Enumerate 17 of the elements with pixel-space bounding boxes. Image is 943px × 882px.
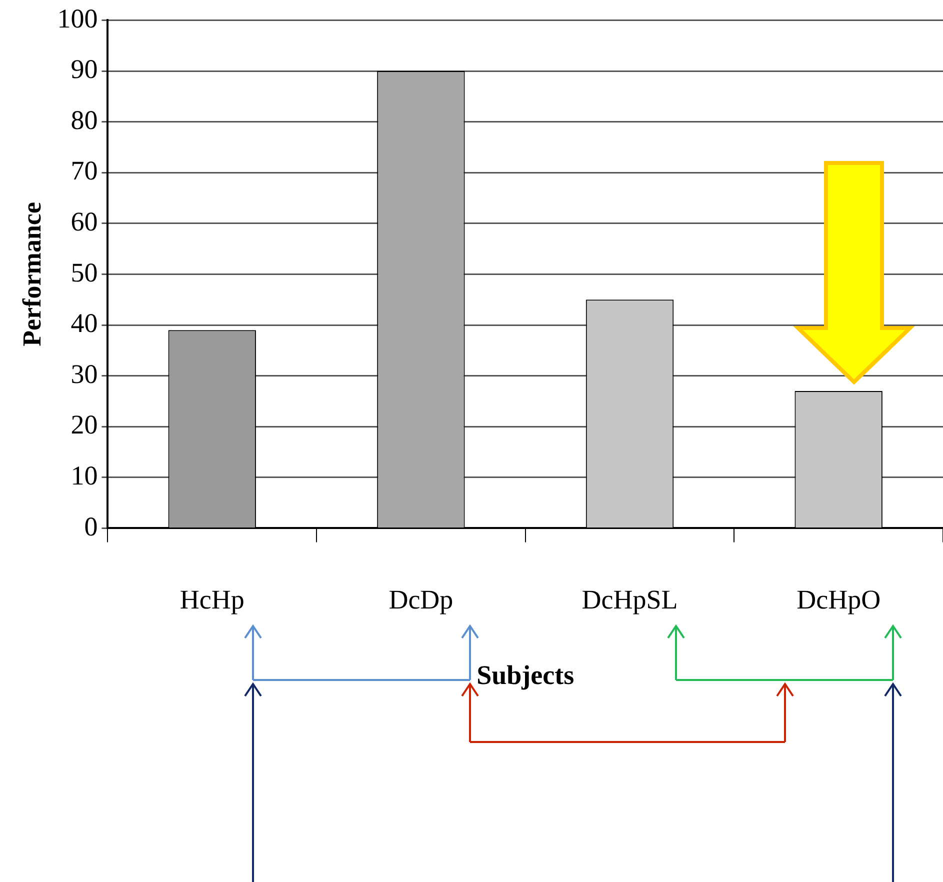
x-axis-title: Subjects [476,660,574,690]
x-tick-label: DcDp [388,584,454,614]
x-tick-label: DcHpSL [582,584,678,614]
y-tick-label: 0 [84,511,98,542]
y-tick-label: 70 [70,156,98,186]
y-tick-label: 30 [70,358,98,389]
y-tick-label: 40 [70,308,98,338]
y-tick-label: 60 [70,206,98,236]
y-tick-label: 90 [70,54,98,84]
x-tick-label: HcHp [180,584,244,614]
y-tick-label: 20 [70,410,98,440]
x-tick-label: DcHpO [796,584,881,614]
y-axis-title: Performance [17,202,46,346]
y-tick-label: 10 [70,460,98,490]
y-tick-label: 100 [57,3,98,34]
y-tick-label: 80 [70,104,98,135]
y-tick-label: 50 [70,257,98,288]
